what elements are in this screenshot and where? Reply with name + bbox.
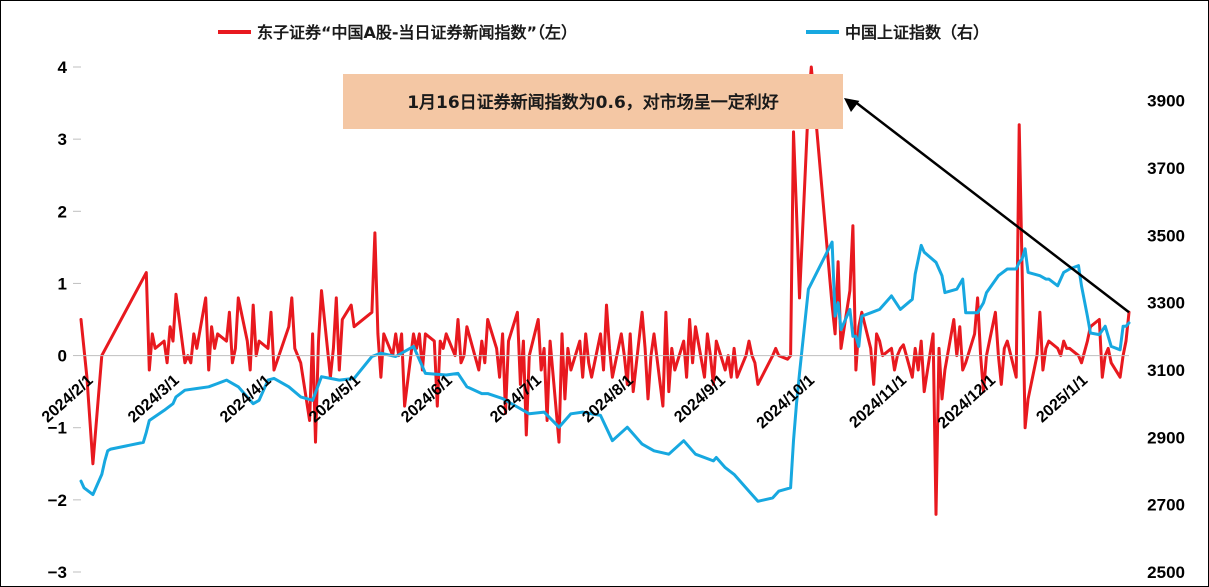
x-tick-label: 2024/7/1 [487, 372, 545, 426]
y-axis-left: −3 −2 −1 0 1 2 3 4 [48, 58, 81, 582]
y-right-tick-label: 2700 [1147, 496, 1185, 515]
y-left-tick-label: 0 [58, 347, 67, 366]
y-right-tick-label: 3700 [1147, 159, 1185, 178]
y-right-tick-label: 3500 [1147, 226, 1185, 245]
series-line-sse-index [79, 240, 1131, 503]
legend-label-sse-index: 中国上证指数（右） [845, 23, 989, 42]
y-axis-right: 2500 2700 2900 3100 3300 3500 3700 3900 [1147, 92, 1185, 582]
y-right-tick-label: 2500 [1147, 563, 1185, 582]
x-tick-label: 2024/9/1 [671, 372, 729, 426]
y-right-tick-label: 3100 [1147, 361, 1185, 380]
y-right-tick-label: 3900 [1147, 92, 1185, 111]
annotation-text: 1月16日证券新闻指数为0.6，对市场呈一定利好 [407, 92, 779, 113]
x-tick-label: 2024/11/1 [846, 372, 910, 432]
legend: 东子证券“中国A股-当日证券新闻指数”（左） 中国上证指数（右） [218, 23, 989, 42]
plot-area [79, 65, 1131, 516]
y-left-tick-label: −1 [48, 419, 67, 438]
y-right-tick-label: 3300 [1147, 294, 1185, 313]
annotation-arrowhead [844, 98, 860, 113]
y-left-tick-label: −2 [48, 491, 67, 510]
x-tick-label: 2024/8/1 [579, 372, 637, 426]
y-left-tick-label: 1 [58, 274, 67, 293]
series-line-news-index [79, 65, 1131, 516]
x-tick-label: 2025/1/1 [1033, 372, 1091, 426]
annotation-box [343, 74, 843, 129]
legend-label-news-index: 东子证券“中国A股-当日证券新闻指数”（左） [257, 23, 577, 42]
y-left-tick-label: 3 [58, 130, 67, 149]
y-right-tick-label: 2900 [1147, 428, 1185, 447]
y-left-tick-label: 4 [58, 58, 68, 77]
annotation-callout: 1月16日证券新闻指数为0.6，对市场呈一定利好 [343, 74, 1130, 314]
x-tick-label: 2024/10/1 [754, 372, 818, 432]
y-left-tick-label: 2 [58, 202, 67, 221]
annotation-arrow [853, 100, 1130, 314]
y-left-tick-label: −3 [48, 563, 67, 582]
